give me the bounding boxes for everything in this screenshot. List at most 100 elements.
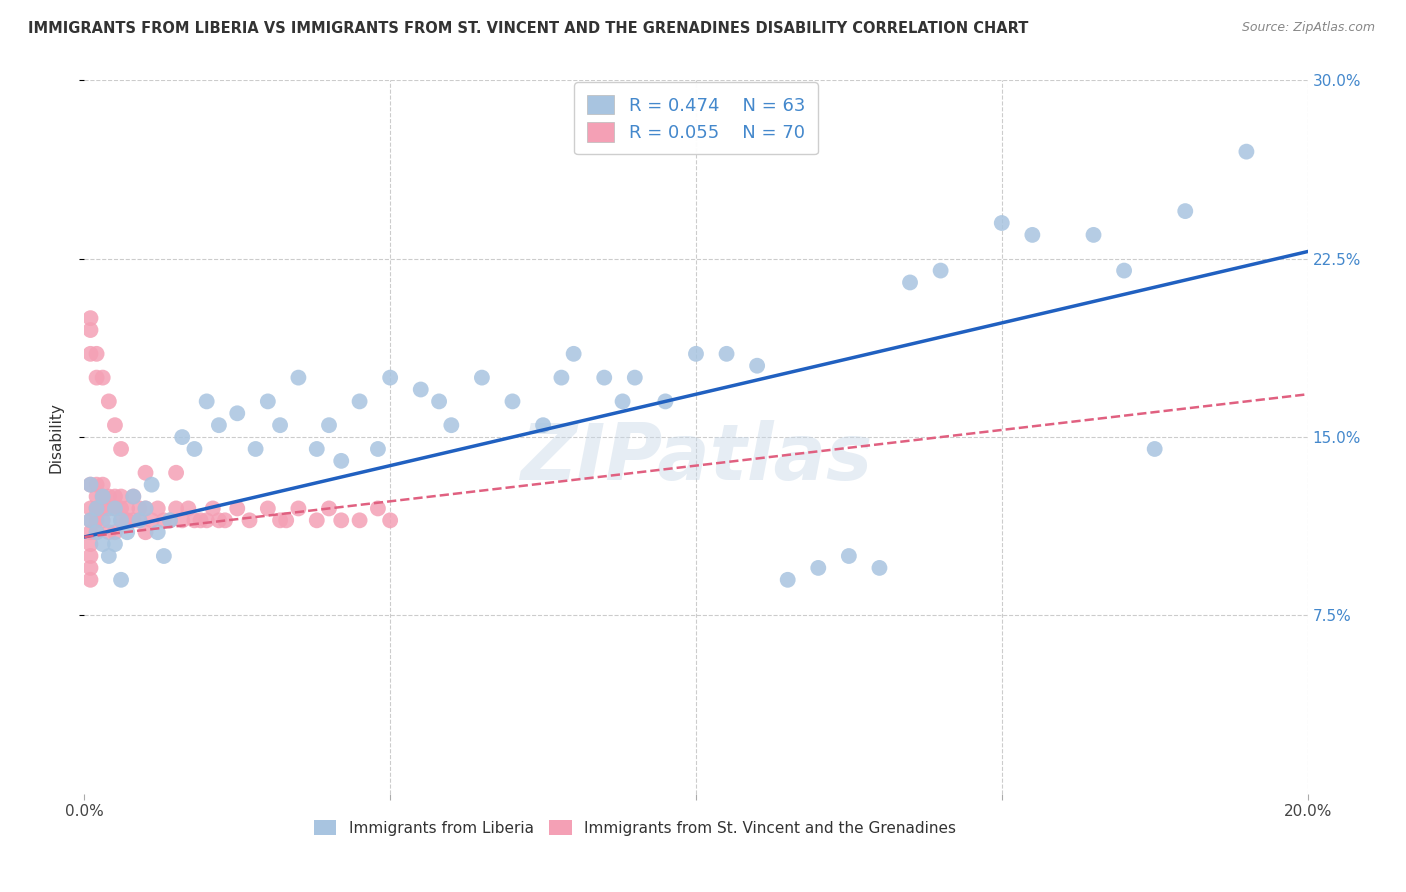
Point	[153, 513, 176, 527]
Point	[685, 347, 707, 361]
Point	[172, 513, 194, 527]
Point	[135, 525, 157, 540]
Point	[91, 477, 114, 491]
Point	[593, 370, 616, 384]
Point	[208, 418, 231, 433]
Point	[624, 370, 647, 384]
Point	[115, 525, 138, 540]
Point	[128, 513, 150, 527]
Point	[104, 501, 127, 516]
Point	[427, 394, 450, 409]
Point	[79, 311, 101, 326]
Point	[97, 394, 120, 409]
Point	[1114, 263, 1136, 277]
Point	[716, 347, 738, 361]
Point	[135, 466, 157, 480]
Point	[79, 513, 101, 527]
Point	[195, 513, 218, 527]
Point	[183, 442, 205, 456]
Point	[276, 513, 298, 527]
Point	[1236, 145, 1258, 159]
Point	[79, 573, 101, 587]
Point	[807, 561, 830, 575]
Point	[287, 370, 309, 384]
Point	[141, 477, 163, 491]
Text: Source: ZipAtlas.com: Source: ZipAtlas.com	[1241, 21, 1375, 34]
Point	[1083, 227, 1105, 242]
Point	[269, 513, 291, 527]
Point	[747, 359, 769, 373]
Point	[208, 513, 231, 527]
Point	[318, 418, 340, 433]
Point	[122, 490, 145, 504]
Point	[135, 501, 157, 516]
Point	[79, 525, 101, 540]
Point	[146, 525, 169, 540]
Point	[380, 513, 402, 527]
Point	[104, 525, 127, 540]
Point	[531, 418, 554, 433]
Point	[91, 490, 114, 504]
Text: IMMIGRANTS FROM LIBERIA VS IMMIGRANTS FROM ST. VINCENT AND THE GRENADINES DISABI: IMMIGRANTS FROM LIBERIA VS IMMIGRANTS FR…	[28, 21, 1029, 36]
Point	[226, 406, 249, 420]
Point	[104, 490, 127, 504]
Point	[305, 513, 328, 527]
Point	[287, 501, 309, 516]
Point	[183, 513, 205, 527]
Point	[91, 490, 114, 504]
Point	[776, 573, 799, 587]
Point	[367, 442, 389, 456]
Point	[110, 513, 132, 527]
Point	[79, 549, 101, 563]
Point	[409, 383, 432, 397]
Point	[330, 513, 353, 527]
Point	[135, 501, 157, 516]
Point	[367, 501, 389, 516]
Point	[898, 276, 921, 290]
Point	[86, 525, 108, 540]
Point	[159, 513, 181, 527]
Point	[115, 513, 138, 527]
Text: ZIPatlas: ZIPatlas	[520, 420, 872, 497]
Point	[122, 490, 145, 504]
Point	[257, 501, 280, 516]
Point	[201, 501, 224, 516]
Point	[550, 370, 572, 384]
Point	[654, 394, 676, 409]
Point	[305, 442, 328, 456]
Point	[97, 525, 120, 540]
Point	[86, 477, 108, 491]
Point	[1021, 227, 1043, 242]
Point	[115, 501, 138, 516]
Point	[238, 513, 260, 527]
Point	[104, 537, 127, 551]
Point	[86, 490, 108, 504]
Point	[86, 370, 108, 384]
Point	[177, 501, 200, 516]
Point	[1174, 204, 1197, 219]
Point	[838, 549, 860, 563]
Point	[991, 216, 1014, 230]
Point	[146, 501, 169, 516]
Point	[110, 501, 132, 516]
Point	[79, 323, 101, 337]
Point	[502, 394, 524, 409]
Point	[128, 513, 150, 527]
Point	[86, 501, 108, 516]
Point	[349, 513, 371, 527]
Point	[195, 394, 218, 409]
Point	[97, 513, 120, 527]
Point	[1143, 442, 1166, 456]
Point	[153, 549, 176, 563]
Point	[318, 501, 340, 516]
Point	[86, 347, 108, 361]
Point	[141, 513, 163, 527]
Point	[869, 561, 891, 575]
Point	[190, 513, 212, 527]
Point	[471, 370, 494, 384]
Point	[97, 501, 120, 516]
Point	[128, 501, 150, 516]
Point	[91, 537, 114, 551]
Point	[159, 513, 181, 527]
Point	[349, 394, 371, 409]
